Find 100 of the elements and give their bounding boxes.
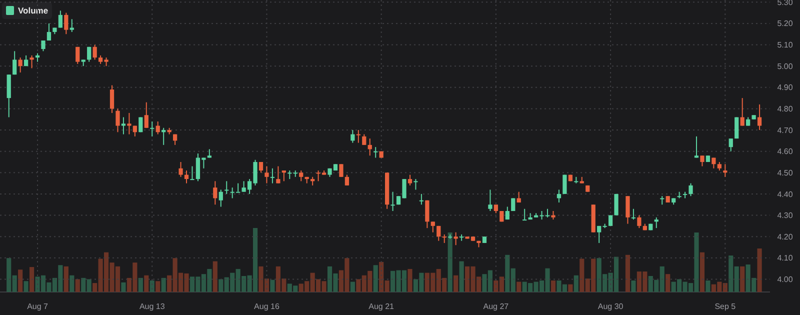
candlestick <box>92 44 97 60</box>
y-tick-label: 4.60 <box>777 147 794 156</box>
candlestick <box>637 214 642 229</box>
candlestick <box>276 166 280 184</box>
candlestick <box>454 232 458 246</box>
candlestick <box>70 18 74 32</box>
candlestick <box>425 200 430 229</box>
candlestick <box>430 221 435 233</box>
bar <box>212 261 218 292</box>
bar <box>121 282 126 292</box>
bar <box>448 232 452 292</box>
bar <box>706 280 710 292</box>
candlestick <box>150 120 154 137</box>
y-tick-label: 4.90 <box>777 83 794 92</box>
bar <box>631 280 636 292</box>
candlestick <box>64 12 68 35</box>
candlestick <box>694 136 699 158</box>
bar <box>700 252 705 292</box>
bar <box>459 261 464 292</box>
candlestick <box>516 191 521 203</box>
bar <box>156 281 160 292</box>
candlestick <box>18 57 22 73</box>
candlestick <box>58 10 62 28</box>
bar <box>666 274 670 292</box>
y-tick-label: 5.00 <box>777 62 794 71</box>
candlestick <box>46 22 52 41</box>
candlestick <box>414 178 418 190</box>
bar <box>161 278 166 292</box>
text: Volume <box>18 5 48 16</box>
bar <box>740 266 745 292</box>
candlestick <box>712 157 716 169</box>
candlestick <box>362 134 366 146</box>
candlestick <box>116 108 120 133</box>
candlestick <box>728 138 733 152</box>
x-tick-label: Aug 30 <box>598 302 624 311</box>
x-tick-label: Aug 21 <box>368 302 395 311</box>
y-tick-label: 5.10 <box>777 40 794 50</box>
candlestick <box>408 174 412 186</box>
bar <box>144 275 149 292</box>
candlestick <box>178 161 183 178</box>
candlestick <box>626 196 630 224</box>
candlestick <box>144 102 148 128</box>
bar <box>373 265 378 292</box>
bar <box>454 275 458 292</box>
bar <box>350 282 355 292</box>
candlestick <box>688 182 693 197</box>
bar <box>568 284 573 292</box>
candlestick <box>87 46 92 62</box>
bar <box>625 254 630 292</box>
candlestick <box>12 50 17 76</box>
candlestick <box>76 46 80 64</box>
candlestick <box>299 170 304 182</box>
bar <box>550 280 556 292</box>
candlestick <box>213 180 218 206</box>
candlestick <box>30 54 34 69</box>
bar <box>64 266 68 292</box>
y-tick-label: 4.20 <box>777 232 794 242</box>
candlestick <box>339 164 344 178</box>
candlestick <box>511 198 516 212</box>
bar <box>18 270 23 292</box>
candlestick <box>556 189 562 203</box>
y-tick-label: 4.70 <box>777 126 794 135</box>
candlestick <box>356 130 360 144</box>
candlestick <box>127 112 132 135</box>
bar <box>574 275 578 292</box>
candlestick <box>224 180 229 194</box>
candlestick <box>757 104 762 131</box>
candlestick <box>162 127 166 146</box>
bar <box>270 280 275 292</box>
x-tick-label: Aug 16 <box>254 302 280 311</box>
bar <box>70 275 74 292</box>
candlestick <box>631 208 636 220</box>
x-tick-label: Aug 7 <box>27 302 49 311</box>
candlestick <box>121 116 126 135</box>
x-tick-label: Sep 5 <box>714 302 736 311</box>
candlestick <box>374 146 378 158</box>
candlestick <box>282 170 286 182</box>
bar <box>138 278 143 292</box>
candlestick <box>344 174 350 186</box>
candlestick <box>614 193 618 216</box>
bar <box>757 248 762 292</box>
bar <box>516 282 522 292</box>
candlestick <box>218 189 223 208</box>
bar <box>75 279 80 292</box>
candlestick <box>723 164 728 178</box>
y-tick-label: 4.00 <box>777 275 794 284</box>
candlestick <box>488 189 492 212</box>
y-tick-label: 4.50 <box>777 168 794 178</box>
candlestick <box>436 225 441 242</box>
candlestick <box>350 130 355 144</box>
x-tick-label: Aug 13 <box>139 302 166 311</box>
candlestick <box>190 166 194 180</box>
candlestick <box>390 191 395 212</box>
bar <box>29 267 34 292</box>
x-tick-label: Aug 27 <box>483 302 510 311</box>
candlestick <box>264 166 269 184</box>
candlestick <box>734 116 739 140</box>
candlestick <box>562 174 567 194</box>
candlestick <box>505 206 510 220</box>
y-tick-label: 5.20 <box>777 19 794 28</box>
